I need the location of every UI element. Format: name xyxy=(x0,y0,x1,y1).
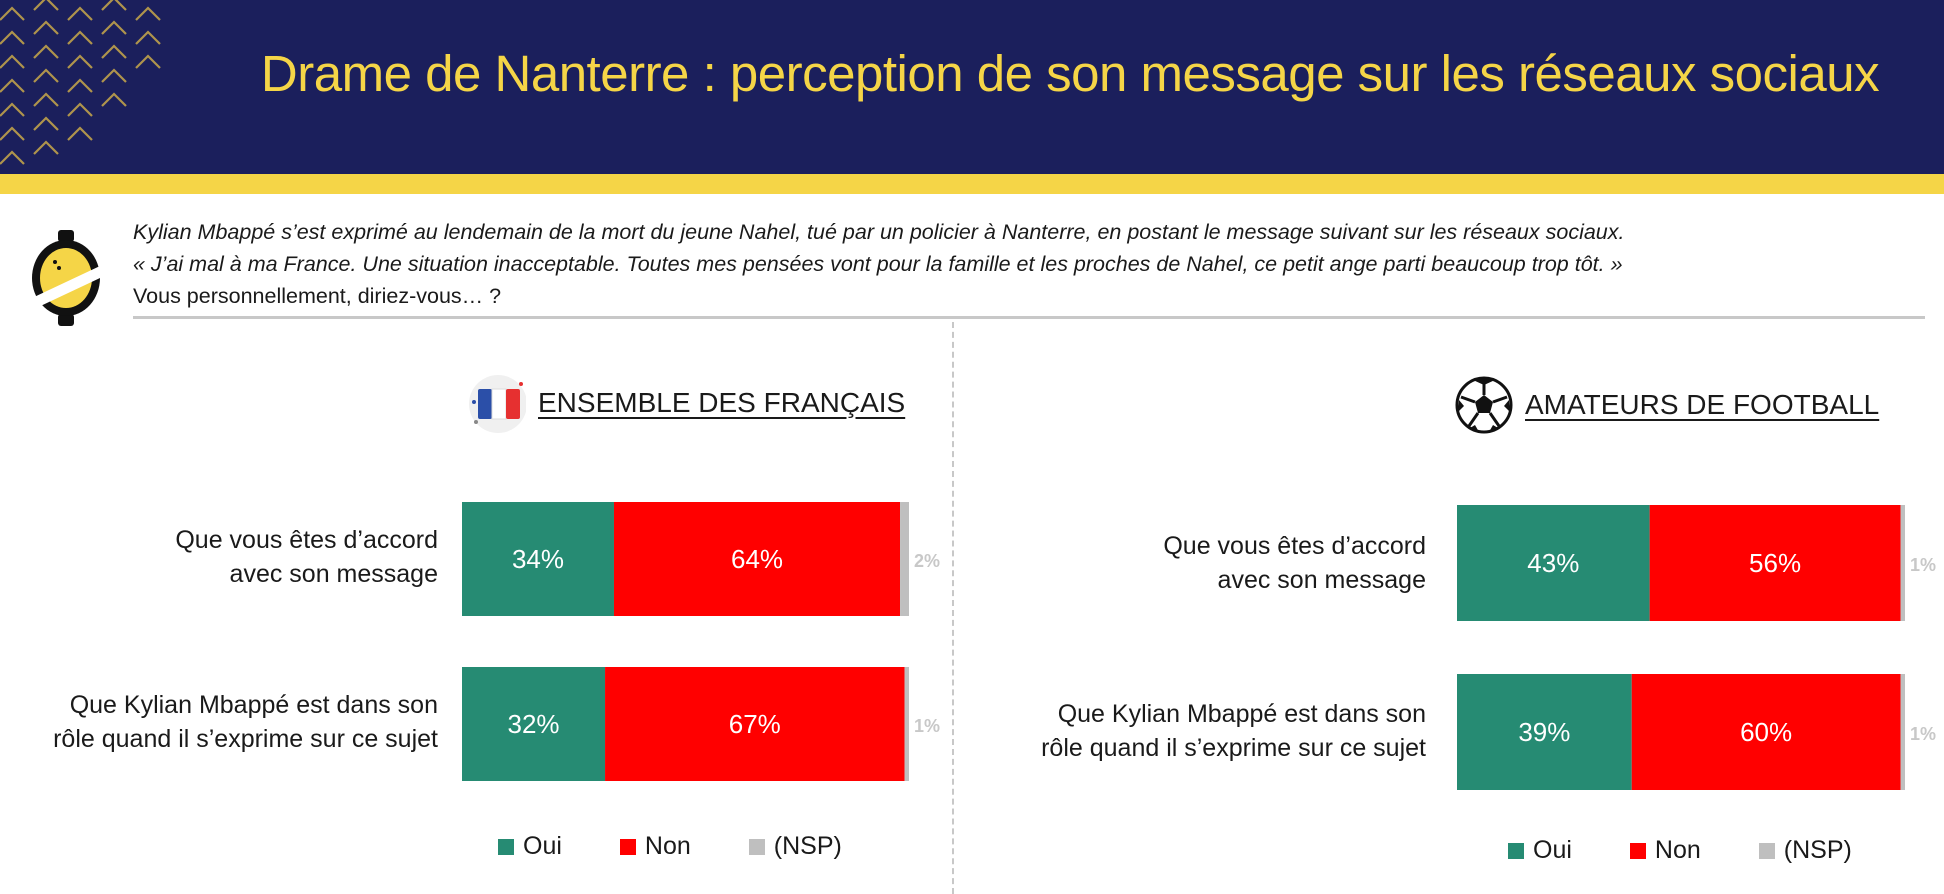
legend-item-nsp: (NSP) xyxy=(1758,836,1852,865)
legend-item-non: Non xyxy=(1629,836,1701,865)
data-label: 39% xyxy=(1518,717,1570,747)
legend-label: Oui xyxy=(1533,836,1572,864)
bar-segment-nsp xyxy=(904,667,909,781)
row-label: Que vous êtes d’accord avec son message xyxy=(175,523,438,591)
legend-swatch-oui xyxy=(498,838,514,855)
panel-title-label: AMATEURS DE FOOTBALL xyxy=(1525,389,1880,420)
legend-label: Non xyxy=(1654,836,1701,864)
football-ball-icon xyxy=(1455,376,1513,434)
row-label-line: rôle quand il s’exprime sur ce sujet xyxy=(53,725,438,753)
bar-segment-non xyxy=(1649,505,1901,621)
data-label: 1% xyxy=(1910,555,1936,575)
survey-institute-logo-icon xyxy=(32,230,100,326)
bar-segment-oui xyxy=(462,502,614,616)
bar-segment-non xyxy=(605,667,905,781)
row-label: Que Kylian Mbappé est dans son rôle quan… xyxy=(53,688,438,756)
legend-swatch-nsp xyxy=(1758,842,1775,859)
legend-swatch-non xyxy=(1629,842,1646,859)
intro-question: Vous personnellement, diriez-vous… ? xyxy=(133,284,502,308)
panel-title-label: ENSEMBLE DES FRANÇAIS xyxy=(538,387,906,418)
bar-segment-oui xyxy=(1457,505,1650,621)
legend-football: Oui Non (NSP) xyxy=(1508,836,1852,865)
chevron-pattern-decoration xyxy=(0,0,161,165)
data-label: 64% xyxy=(731,544,783,574)
legend-france: Oui Non (NSP) xyxy=(498,832,842,861)
legend-item-oui: Oui xyxy=(1508,836,1572,865)
bar-segment-oui xyxy=(462,667,606,781)
row-label-line: Que vous êtes d’accord xyxy=(175,526,438,554)
intro-text: Kylian Mbappé s’est exprimé au lendemain… xyxy=(133,216,1923,312)
bar-segment-nsp xyxy=(1900,505,1905,621)
accent-stripe xyxy=(0,174,1944,194)
legend-item-non: Non xyxy=(619,832,691,861)
data-label: 1% xyxy=(914,716,940,736)
page-title: Drame de Nanterre : perception de son me… xyxy=(260,45,1880,102)
row-label-line: avec son message xyxy=(1217,566,1426,594)
panel-title-football: AMATEURS DE FOOTBALL xyxy=(1455,376,1879,434)
legend-label: Non xyxy=(644,832,691,860)
intro-context: Kylian Mbappé s’est exprimé au lendemain… xyxy=(133,220,1625,244)
panel-title-france: ENSEMBLE DES FRANÇAIS xyxy=(466,372,905,434)
row-label: Que vous êtes d’accord avec son message xyxy=(1163,529,1426,597)
data-label: 1% xyxy=(1910,724,1936,744)
bar-segment-nsp xyxy=(900,502,909,616)
france-flag-icon xyxy=(469,375,526,433)
header-banner: Drame de Nanterre : perception de son me… xyxy=(0,0,1944,174)
data-label: 2% xyxy=(914,551,940,571)
row-label-line: rôle quand il s’exprime sur ce sujet xyxy=(1041,734,1426,762)
row-label-line: Que Kylian Mbappé est dans son xyxy=(1057,700,1426,728)
row-label-line: Que Kylian Mbappé est dans son xyxy=(69,691,438,719)
bar-segment-nsp xyxy=(1900,674,1905,790)
bar-segment-oui xyxy=(1457,674,1632,790)
legend-item-oui: Oui xyxy=(498,832,562,861)
row-label: Que Kylian Mbappé est dans son rôle quan… xyxy=(1041,697,1426,765)
legend-swatch-oui xyxy=(1508,842,1524,859)
data-label: 32% xyxy=(507,709,559,739)
legend-label: (NSP) xyxy=(1783,836,1852,864)
data-label: 60% xyxy=(1740,717,1792,747)
data-label: 43% xyxy=(1527,548,1579,578)
legend-label: (NSP) xyxy=(773,832,842,860)
intro-divider xyxy=(133,316,1925,319)
bar-segment-non xyxy=(613,502,901,616)
legend-swatch-nsp xyxy=(748,838,765,855)
row-label-line: avec son message xyxy=(229,560,438,588)
intro-quote: « J’ai mal à ma France. Une situation in… xyxy=(133,252,1623,276)
bar-segment-non xyxy=(1631,674,1901,790)
legend-label: Oui xyxy=(523,832,562,860)
legend-item-nsp: (NSP) xyxy=(748,832,842,861)
row-label-line: Que vous êtes d’accord xyxy=(1163,532,1426,560)
data-label: 67% xyxy=(729,709,781,739)
panel-divider xyxy=(952,322,954,894)
data-label: 34% xyxy=(512,544,564,574)
legend-swatch-non xyxy=(619,838,636,855)
data-label: 56% xyxy=(1749,548,1801,578)
